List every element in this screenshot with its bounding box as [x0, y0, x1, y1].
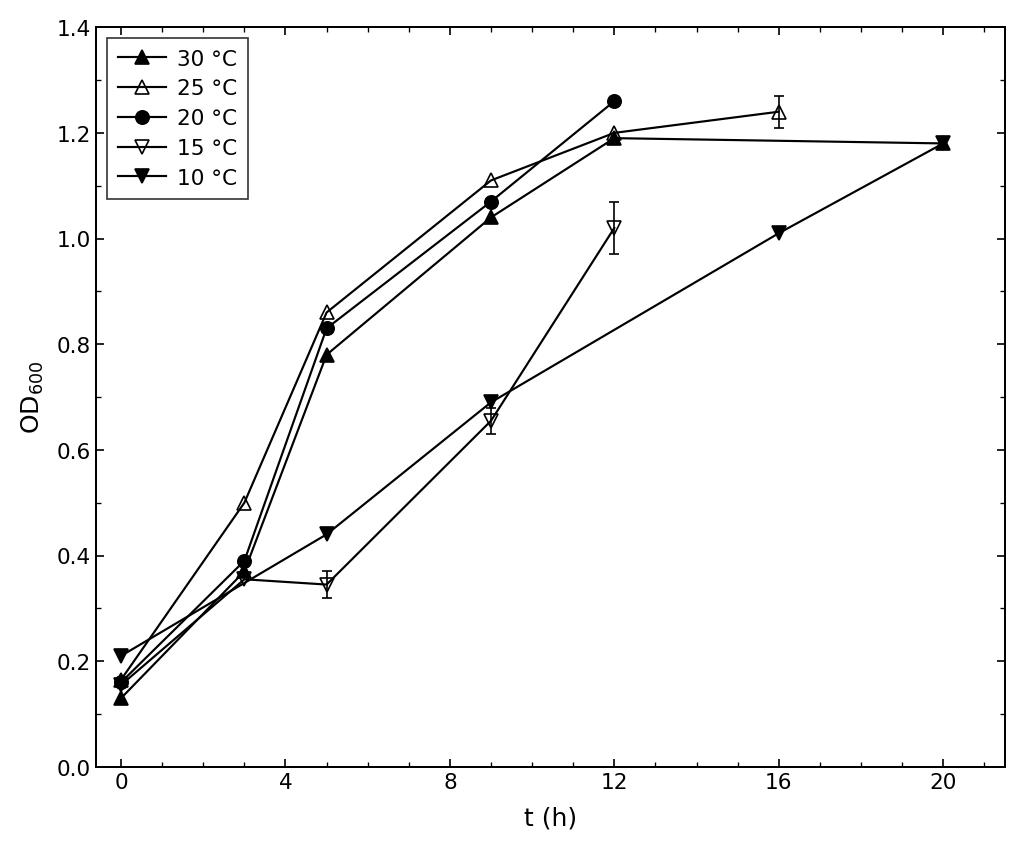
Y-axis label: OD$_{600}$: OD$_{600}$: [20, 360, 46, 434]
Legend: 30 °C, 25 °C, 20 °C, 15 °C, 10 °C: 30 °C, 25 °C, 20 °C, 15 °C, 10 °C: [108, 39, 248, 199]
X-axis label: t (h): t (h): [523, 806, 577, 830]
